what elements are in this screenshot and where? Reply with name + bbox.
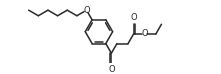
Text: O: O [141, 29, 148, 38]
Text: O: O [83, 6, 90, 15]
Text: O: O [108, 65, 115, 74]
Text: O: O [130, 13, 137, 22]
